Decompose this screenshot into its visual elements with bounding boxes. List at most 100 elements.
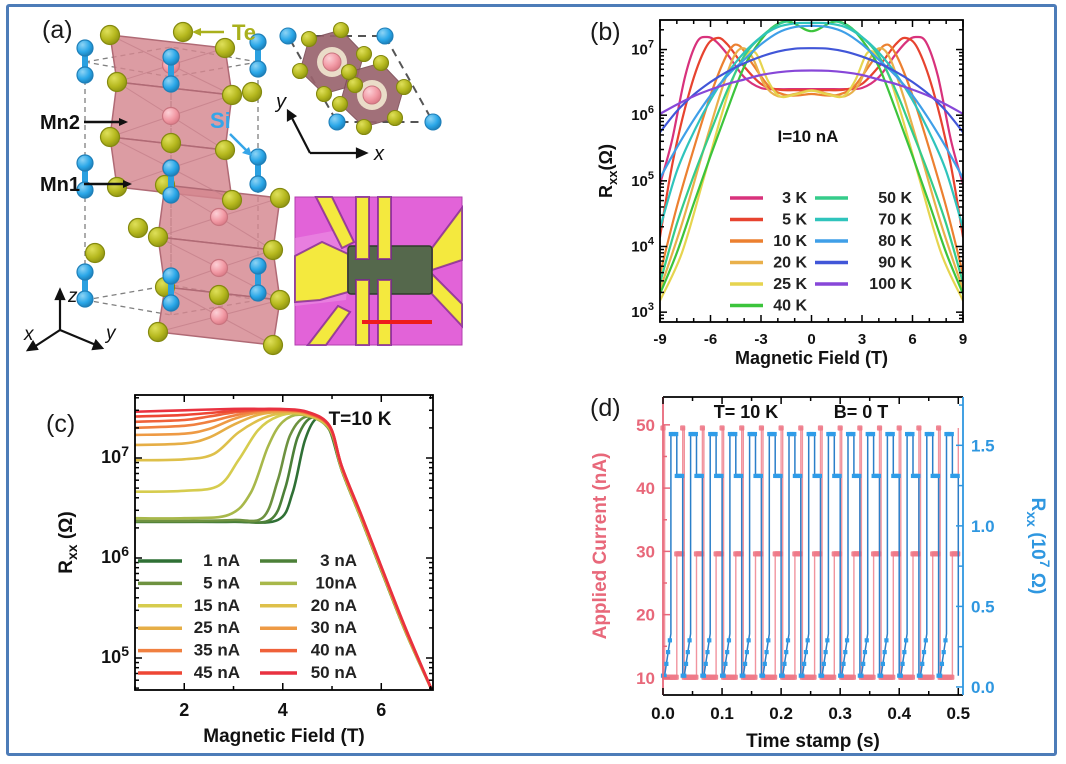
curve-100K xyxy=(660,69,963,115)
axis-triad: z x y xyxy=(23,286,117,352)
svg-text:-9: -9 xyxy=(653,331,666,348)
scale-bar xyxy=(362,320,432,324)
svg-text:20 nA: 20 nA xyxy=(311,596,357,615)
mn1-label: Mn1 xyxy=(40,174,80,196)
mn2-label: Mn2 xyxy=(40,112,80,134)
svg-text:25 nA: 25 nA xyxy=(194,618,240,637)
svg-text:70 K: 70 K xyxy=(878,212,912,229)
svg-text:0: 0 xyxy=(807,331,815,348)
svg-text:10: 10 xyxy=(636,669,655,688)
svg-text:6: 6 xyxy=(376,700,386,720)
x-axis-label: Magnetic Field (T) xyxy=(203,726,365,747)
curve-50nA xyxy=(135,407,433,690)
electrode-finger xyxy=(355,196,370,260)
svg-text:0.4: 0.4 xyxy=(887,704,911,723)
curve-10K xyxy=(660,43,963,276)
svg-text:3 K: 3 K xyxy=(782,190,807,207)
te-label: Te xyxy=(232,20,256,45)
svg-text:1.5: 1.5 xyxy=(971,436,995,455)
electrode-bottom-left xyxy=(305,304,352,346)
electrode-finger xyxy=(377,279,392,346)
series-curves xyxy=(135,407,433,690)
electrode-finger xyxy=(355,279,370,346)
x-axis-label: Time stamp (s) xyxy=(746,731,880,752)
curve-50K xyxy=(660,20,963,284)
svg-text:0.5: 0.5 xyxy=(971,597,995,616)
y-axis-label: Rxx(Ω) xyxy=(596,144,620,198)
axis-z-label: z xyxy=(67,286,78,307)
si-label-arrow: Si xyxy=(210,108,252,156)
panel-c-letter: (c) xyxy=(46,410,76,438)
svg-text:20: 20 xyxy=(636,606,655,625)
svg-text:50 K: 50 K xyxy=(878,190,912,207)
annotation: T=10 K xyxy=(329,409,392,430)
svg-text:40 K: 40 K xyxy=(773,298,807,315)
curve-40K xyxy=(660,20,963,295)
condition-annotation-0: T= 10 K xyxy=(714,402,779,422)
svg-text:30: 30 xyxy=(636,542,655,561)
panel-a-letter: (a) xyxy=(42,16,73,44)
svg-text:45 nA: 45 nA xyxy=(194,663,240,682)
electrode-left xyxy=(294,240,349,304)
chart-b-resistance-vs-field-temperature: -9 -6 -3 0 3 6 9 103 104 105 106 107 Magnetic Field … xyxy=(596,19,967,368)
svg-text:0.1: 0.1 xyxy=(710,704,734,723)
curve-25K xyxy=(660,49,963,302)
svg-text:4: 4 xyxy=(278,700,288,720)
inset-axes: x y xyxy=(274,91,385,165)
svg-text:107: 107 xyxy=(101,443,129,467)
svg-text:80 K: 80 K xyxy=(878,233,912,250)
panel-d-letter: (d) xyxy=(590,394,621,422)
panel-b-letter: (b) xyxy=(590,18,621,46)
svg-text:1 nA: 1 nA xyxy=(203,551,240,570)
svg-text:107: 107 xyxy=(631,39,654,59)
panel-a-crystal-structure: Te Si Mn2 Mn1 z x y xyxy=(23,20,463,356)
svg-text:-3: -3 xyxy=(754,331,767,348)
svg-text:106: 106 xyxy=(631,104,654,124)
mn1-label-arrow: Mn1 xyxy=(40,174,132,196)
svg-text:5 nA: 5 nA xyxy=(203,573,240,592)
legend: 1 nA 5 nA 15 nA 25 nA 35 nA 45 nA 3 nA 10nA 20 n… xyxy=(138,551,357,682)
electrode-finger xyxy=(377,196,392,260)
axis-ticks xyxy=(134,395,433,690)
hexagonal-top-view-inset: x y xyxy=(274,21,442,165)
curve-90K xyxy=(660,47,963,134)
svg-text:0.0: 0.0 xyxy=(971,678,995,697)
svg-text:100 K: 100 K xyxy=(869,276,912,293)
svg-text:-6: -6 xyxy=(704,331,717,348)
mn2-label-arrow: Mn2 xyxy=(40,112,128,134)
annotation: I=10 nA xyxy=(778,127,839,146)
svg-text:90 K: 90 K xyxy=(878,255,912,272)
chart-d-current-resistance-vs-time: 0.0 0.1 0.2 0.3 0.4 0.510203040500.00.51.01.5… xyxy=(590,396,1053,752)
axis-y-label: y xyxy=(104,323,117,344)
svg-text:3: 3 xyxy=(858,331,866,348)
device-optical-image xyxy=(294,196,463,346)
si-dumbbells xyxy=(76,33,267,312)
svg-text:25 K: 25 K xyxy=(773,276,807,293)
chart-c-resistance-vs-field-current: 2 4 6 105 106 107 Magnetic Field (T) Rxx (Ω) T=1… xyxy=(56,394,434,747)
svg-text:30 nA: 30 nA xyxy=(311,618,357,637)
svg-text:50 nA: 50 nA xyxy=(311,663,357,682)
svg-text:5 K: 5 K xyxy=(782,212,807,229)
curve-70K xyxy=(660,21,963,230)
svg-text:20 K: 20 K xyxy=(773,255,807,272)
inset-x-label: x xyxy=(373,143,385,165)
svg-text:2: 2 xyxy=(179,700,189,720)
svg-text:105: 105 xyxy=(101,643,129,667)
svg-text:35 nA: 35 nA xyxy=(194,641,240,660)
condition-annotation-1: B= 0 T xyxy=(834,402,889,422)
electrode-top-left xyxy=(314,196,356,250)
x-axis-label: Magnetic Field (T) xyxy=(735,348,888,368)
svg-text:0.0: 0.0 xyxy=(651,704,675,723)
svg-text:0.2: 0.2 xyxy=(769,704,793,723)
svg-text:10nA: 10nA xyxy=(315,573,357,592)
svg-text:40: 40 xyxy=(636,479,655,498)
svg-text:106: 106 xyxy=(101,543,129,567)
svg-text:1.0: 1.0 xyxy=(971,517,995,536)
te-label-arrow: Te xyxy=(192,20,256,45)
applied-current-trace xyxy=(660,425,961,680)
y-axis-label: Rxx (Ω) xyxy=(56,511,80,573)
axis-ticks xyxy=(659,20,964,322)
svg-text:10 K: 10 K xyxy=(773,233,807,250)
inset-y-label: y xyxy=(274,91,287,113)
